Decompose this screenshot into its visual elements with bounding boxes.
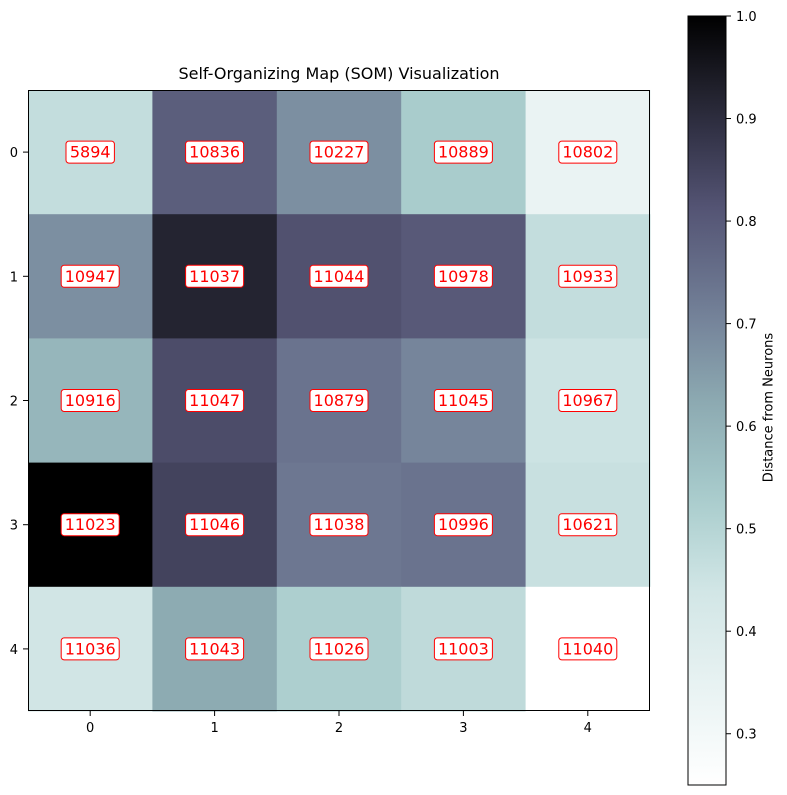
annotation-box bbox=[433, 264, 493, 288]
annotation-box bbox=[558, 513, 618, 537]
annotation-label: 11037 bbox=[189, 267, 240, 286]
annotation-label: 10933 bbox=[562, 267, 613, 286]
annotation-label: 11040 bbox=[562, 639, 613, 658]
annotation-box bbox=[558, 264, 618, 288]
colorbar-tick-label: 1.0 bbox=[736, 10, 757, 25]
annotation-label: 10621 bbox=[562, 515, 613, 534]
annotation-box bbox=[309, 513, 369, 537]
chart-title: Self-Organizing Map (SOM) Visualization bbox=[178, 64, 500, 83]
annotation-box bbox=[433, 513, 493, 537]
annotation-label: 11046 bbox=[189, 515, 240, 534]
colorbar-label: Distance from Neurons bbox=[761, 332, 777, 483]
annotation-box bbox=[65, 140, 115, 164]
annotation-box bbox=[185, 389, 245, 412]
annotation-box bbox=[309, 389, 369, 412]
colorbar-tick-label: 0.5 bbox=[736, 523, 757, 538]
annotation-box bbox=[185, 264, 245, 288]
x-tick-label: 0 bbox=[86, 721, 94, 736]
x-tick-label: 3 bbox=[459, 721, 467, 736]
colorbar-tick-label: 0.6 bbox=[736, 420, 757, 435]
annotation-label: 10967 bbox=[562, 391, 613, 410]
annotation-box bbox=[185, 140, 245, 164]
colorbar-tick-label: 0.8 bbox=[736, 215, 757, 230]
y-tick-label: 4 bbox=[10, 643, 18, 658]
annotation-label: 10879 bbox=[314, 391, 365, 410]
annotation-box bbox=[60, 264, 120, 288]
colorbar-tick-label: 0.3 bbox=[736, 728, 757, 743]
y-tick-label: 1 bbox=[10, 270, 18, 285]
annotation-label: 11023 bbox=[65, 515, 116, 534]
y-tick-label: 0 bbox=[10, 146, 18, 161]
y-tick-label: 3 bbox=[10, 519, 18, 534]
annotation-box bbox=[185, 637, 245, 661]
plot-frame bbox=[28, 90, 650, 711]
colorbar-tick-label: 0.7 bbox=[736, 318, 757, 333]
x-tick-label: 4 bbox=[584, 721, 592, 736]
x-tick-label: 2 bbox=[335, 721, 343, 736]
x-tick-label: 1 bbox=[210, 721, 218, 736]
y-tick-label: 2 bbox=[10, 395, 18, 410]
annotation-label: 11047 bbox=[189, 391, 240, 410]
annotation-box bbox=[185, 513, 245, 537]
annotation-label: 11043 bbox=[189, 639, 240, 658]
annotation-label: 11036 bbox=[65, 639, 116, 658]
annotation-label: 10978 bbox=[438, 267, 489, 286]
annotation-label: 11045 bbox=[438, 391, 489, 410]
annotation-label: 10227 bbox=[314, 143, 365, 162]
annotation-label: 11003 bbox=[438, 639, 489, 658]
annotation-box bbox=[60, 513, 120, 537]
annotation-box bbox=[558, 389, 618, 412]
annotation-box bbox=[433, 389, 493, 412]
annotation-box bbox=[309, 264, 369, 288]
annotation-label: 10916 bbox=[65, 391, 116, 410]
annotation-box bbox=[433, 637, 493, 661]
annotation-box bbox=[433, 140, 493, 164]
annotation-label: 10947 bbox=[65, 267, 116, 286]
annotation-label: 10996 bbox=[438, 515, 489, 534]
annotation-box bbox=[558, 637, 618, 661]
annotation-label: 10889 bbox=[438, 143, 489, 162]
annotation-box bbox=[309, 140, 369, 164]
colorbar-tick-label: 0.9 bbox=[736, 113, 757, 128]
annotation-label: 5894 bbox=[70, 143, 111, 162]
annotation-label: 10802 bbox=[562, 143, 613, 162]
cell-annotations: 5894 10836 10227 10889 10802 10947 11037 11044 1… bbox=[60, 140, 618, 661]
annotation-label: 10836 bbox=[189, 143, 240, 162]
annotation-label: 11026 bbox=[314, 639, 365, 658]
x-axis: 0 1 2 3 4 bbox=[86, 711, 592, 736]
annotation-label: 11044 bbox=[314, 267, 365, 286]
annotation-box bbox=[309, 637, 369, 661]
y-axis: 0 1 2 3 4 bbox=[10, 146, 28, 658]
colorbar-axis: 0.3 0.4 0.5 0.6 0.7 0.8 0.9 1.0 bbox=[726, 10, 757, 743]
annotation-box bbox=[60, 389, 120, 412]
annotation-box bbox=[558, 140, 618, 164]
colorbar bbox=[687, 15, 727, 786]
annotation-box bbox=[60, 637, 120, 661]
colorbar-tick-label: 0.4 bbox=[736, 625, 757, 640]
annotation-label: 11038 bbox=[314, 515, 365, 534]
